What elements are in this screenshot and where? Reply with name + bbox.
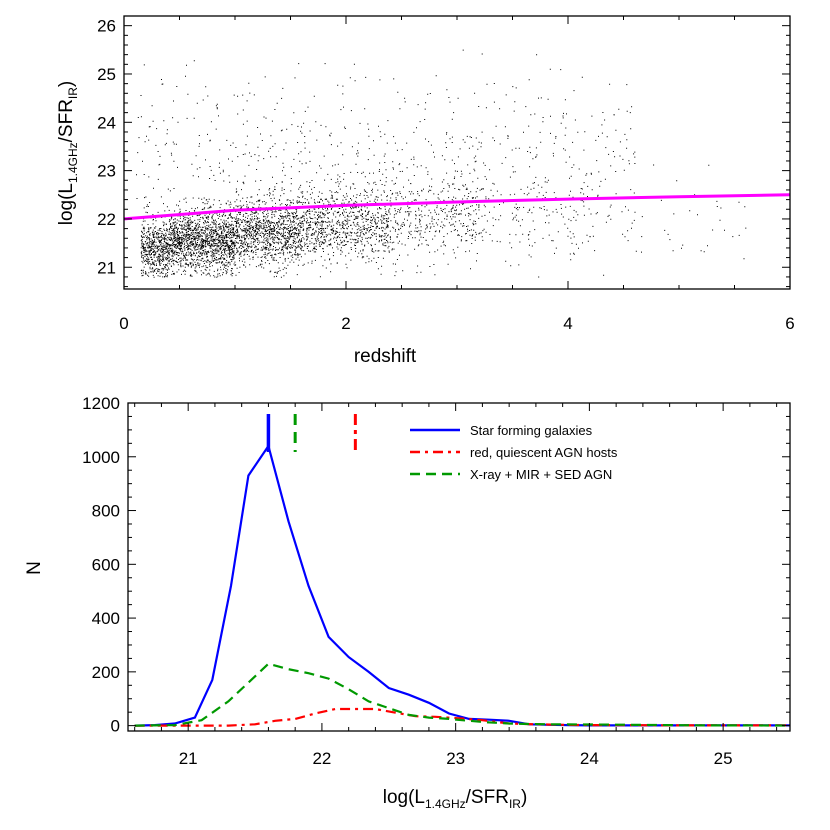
histogram-panel: 21 22 23 24 25 0 200 400 600 800 1000 1200 Star for… bbox=[24, 394, 791, 811]
scatter-xlabel: redshift bbox=[354, 346, 417, 367]
y-tick-label: 26 bbox=[97, 17, 116, 36]
y-tick-label: 24 bbox=[97, 113, 116, 132]
legend: Star forming galaxies red, quiescent AGN … bbox=[410, 423, 618, 482]
ylabel-part-2: 1.4GHz bbox=[66, 142, 80, 183]
x-tick-label: 25 bbox=[714, 749, 733, 768]
xlabel-part-5: ) bbox=[521, 787, 527, 808]
scatter-ylabel: log(L1.4GHz/SFRIR) bbox=[56, 81, 80, 226]
x-tick-label: 23 bbox=[446, 749, 465, 768]
xlabel-part-2: 1.4GHz bbox=[425, 797, 466, 811]
ylabel-part-1: log(L bbox=[56, 183, 77, 225]
ylabel-part-5: ) bbox=[56, 81, 77, 87]
x-tick-label: 22 bbox=[312, 749, 331, 768]
y-tick-label: 800 bbox=[92, 502, 120, 521]
x-tick-label: 0 bbox=[119, 314, 128, 333]
legend-label-3: X-ray + MIR + SED AGN bbox=[470, 467, 612, 482]
y-tick-label: 22 bbox=[97, 210, 116, 229]
scatter-points bbox=[136, 49, 747, 278]
series-line-3 bbox=[134, 662, 791, 727]
series-line-1 bbox=[134, 443, 790, 727]
y-tick-label: 400 bbox=[92, 609, 120, 628]
x-tick-label: 4 bbox=[563, 314, 572, 333]
legend-label-2: red, quiescent AGN hosts bbox=[470, 445, 618, 460]
histogram-frame bbox=[127, 402, 791, 732]
ylabel-part-3: /SFR bbox=[56, 99, 77, 142]
xlabel-part-1: log(L bbox=[383, 787, 425, 808]
legend-label-1: Star forming galaxies bbox=[470, 423, 593, 438]
y-tick-label: 600 bbox=[92, 555, 120, 574]
y-tick-label: 1000 bbox=[82, 448, 120, 467]
y-tick-label: 1200 bbox=[82, 394, 120, 413]
y-tick-label: 23 bbox=[97, 162, 116, 181]
ylabel-part-4: IR bbox=[66, 87, 80, 99]
hist-ylabel: N bbox=[24, 561, 45, 575]
x-tick-label: 2 bbox=[341, 314, 350, 333]
y-tick-label: 25 bbox=[97, 65, 116, 84]
hist-series bbox=[134, 443, 791, 727]
x-tick-label: 6 bbox=[785, 314, 794, 333]
y-tick-label: 200 bbox=[92, 663, 120, 682]
xlabel-part-4: IR bbox=[509, 797, 521, 811]
scatter-point bbox=[136, 49, 747, 278]
y-tick-label: 21 bbox=[97, 258, 116, 277]
trend-line bbox=[123, 193, 791, 221]
hist-xlabel: log(L1.4GHz/SFRIR) bbox=[383, 787, 528, 811]
hist-ticks: 21 22 23 24 25 0 200 400 600 800 1000 1200 bbox=[82, 394, 790, 768]
xlabel-part-3: /SFR bbox=[466, 787, 509, 808]
x-tick-label: 24 bbox=[580, 749, 599, 768]
median-markers bbox=[266, 414, 357, 452]
y-tick-label: 0 bbox=[111, 717, 120, 736]
x-tick-label: 21 bbox=[179, 749, 198, 768]
